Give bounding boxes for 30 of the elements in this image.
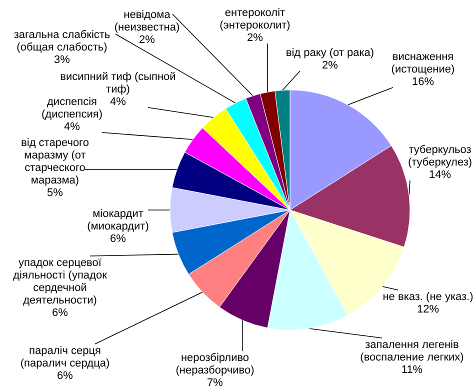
slice-label: від старечого маразму (от старческого маразма): [21, 137, 89, 186]
slice-label: міокардит (миокардит): [87, 208, 149, 232]
slice-label: від раку (от рака): [286, 47, 374, 59]
slice-label: невідома (неизвестна): [114, 9, 180, 34]
slice-label: параліч серця (паралич сердца): [20, 345, 110, 370]
slice-label: виснаження (истощение): [391, 51, 455, 76]
data-label: 12%: [416, 304, 440, 316]
slice-label: упадок серцевої діяльності (упадок сердечной деятельности): [13, 257, 108, 306]
data-label: 4%: [64, 121, 80, 133]
slice-label: нерозбірливо (неразборчиво): [176, 352, 254, 376]
slice-label: запалення легенів (воспаление легких): [360, 339, 464, 364]
data-label: 16%: [412, 76, 434, 88]
data-label: 7%: [207, 377, 224, 387]
data-label: 2%: [139, 34, 156, 46]
data-label: 11%: [401, 364, 423, 376]
data-label: 14%: [428, 169, 452, 181]
slice-label: висипний тиф (сыпной тиф): [60, 71, 176, 96]
data-label: 6%: [110, 233, 126, 245]
data-label: 6%: [52, 307, 68, 319]
slice-label: не вказ. (не указ.): [382, 291, 474, 303]
slice-label: загальна слабкість (общая слабость): [14, 29, 110, 54]
data-label: 4%: [110, 96, 126, 108]
data-label: 3%: [54, 54, 70, 66]
data-label: 5%: [47, 187, 64, 199]
data-label: 2%: [322, 60, 338, 72]
slice-label: ентероколіт (энтероколит): [220, 7, 290, 32]
slice-label: диспепсія (диспепсия): [41, 96, 103, 120]
data-label: 6%: [57, 370, 74, 382]
slice-label: туберкульоз (туберкулез): [408, 144, 472, 168]
data-label: 2%: [247, 32, 264, 44]
